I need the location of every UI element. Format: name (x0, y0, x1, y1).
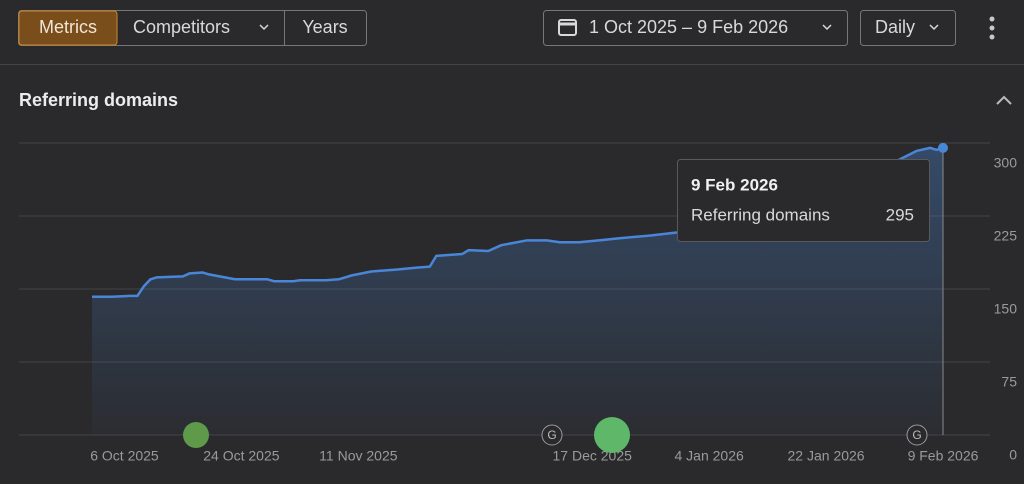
event-marker[interactable] (906, 424, 928, 446)
tab[interactable]: Metrics (39, 17, 97, 37)
x-tick-label: 4 Jan 2026 (674, 448, 743, 464)
x-tick-label: 22 Jan 2026 (788, 448, 865, 464)
tooltip-label: Referring domains (691, 205, 830, 224)
event-marker[interactable] (183, 422, 209, 448)
x-tick-label: 11 Nov 2025 (319, 448, 398, 464)
area (92, 147, 943, 435)
tooltip-value: 295 (886, 205, 914, 224)
tab[interactable]: Years (302, 17, 347, 37)
calendar-icon (558, 19, 577, 36)
y-tick-label: 300 (994, 155, 1018, 171)
tooltip-box (677, 159, 930, 242)
tab[interactable]: Competitors (133, 17, 230, 37)
tooltip: 9 Feb 2026 Referring domains 295 (677, 159, 930, 242)
granularity-select[interactable] (860, 10, 956, 46)
x-tick-label: 6 Oct 2025 (90, 448, 159, 464)
y-tick-label: 75 (1001, 374, 1017, 390)
event-marker[interactable] (541, 424, 563, 446)
chevron (929, 24, 939, 31)
chevron (259, 24, 269, 31)
y-tick-label: 225 (994, 228, 1018, 244)
collapse-button[interactable] (996, 95, 1012, 105)
more-menu[interactable] (989, 16, 995, 40)
event-marker[interactable] (594, 417, 630, 453)
y-tick-label: 150 (994, 301, 1018, 317)
tab-active-bg (18, 10, 118, 46)
hover-point (938, 142, 948, 153)
date-picker[interactable] (543, 10, 848, 46)
event-marker-label: G (547, 428, 556, 442)
chevron (822, 24, 832, 31)
date-range[interactable]: 1 Oct 2025 – 9 Feb 2026 (589, 17, 788, 37)
tooltip-date: 9 Feb 2026 (691, 175, 778, 194)
granularity[interactable]: Daily (875, 17, 915, 37)
chart-title: Referring domains (19, 90, 178, 110)
x-tick-label: 24 Oct 2025 (203, 448, 279, 464)
event-marker-label: G (912, 428, 921, 442)
y-tick-label: 0 (1009, 447, 1017, 463)
x-tick-label: 9 Feb 2026 (908, 448, 979, 464)
